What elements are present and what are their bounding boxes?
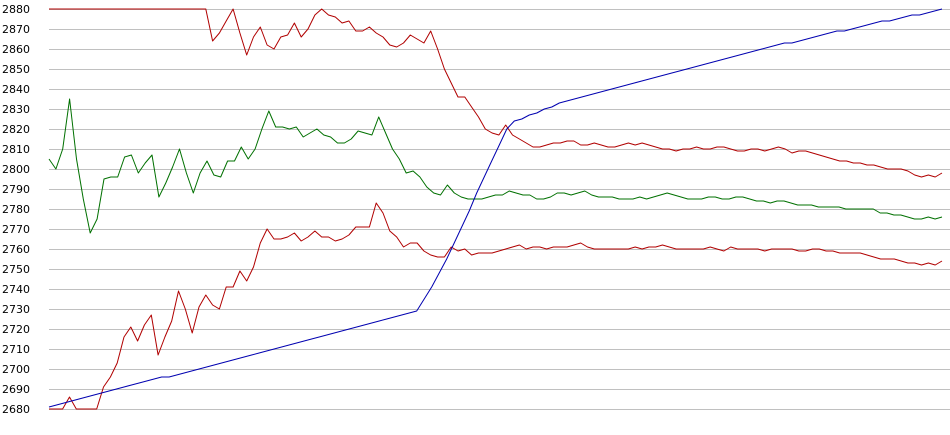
y-tick-label: 2780 (2, 203, 30, 216)
y-tick-label: 2820 (2, 123, 30, 136)
y-tick-label: 2750 (2, 263, 30, 276)
y-tick-label: 2880 (2, 3, 30, 16)
y-tick-label: 2700 (2, 363, 30, 376)
y-tick-label: 2680 (2, 403, 30, 416)
y-tick-label: 2730 (2, 303, 30, 316)
series-line-upper-band (49, 8, 943, 178)
y-tick-label: 2860 (2, 43, 30, 56)
y-tick-label: 2840 (2, 83, 30, 96)
series-line-rising (48, 8, 943, 408)
y-tick-label: 2870 (2, 23, 30, 36)
y-tick-label: 2690 (2, 383, 30, 396)
y-tick-label: 2850 (2, 63, 30, 76)
y-tick-label: 2800 (2, 163, 30, 176)
series-line-average (48, 98, 943, 234)
y-tick-label: 2720 (2, 323, 30, 336)
y-tick-label: 2760 (2, 243, 30, 256)
series-line-lower-band (49, 202, 943, 410)
y-tick-label: 2790 (2, 183, 30, 196)
y-tick-label: 2710 (2, 343, 30, 356)
y-axis-ticks: 2680 2690 2700 2710 2720 2730 2740 2750 2760 2770… (2, 3, 30, 416)
y-tick-label: 2740 (2, 283, 30, 296)
y-tick-label: 2770 (2, 223, 30, 236)
y-tick-label: 2830 (2, 103, 30, 116)
grid (49, 9, 950, 410)
y-tick-label: 2810 (2, 143, 30, 156)
series-lines (48, 8, 943, 410)
